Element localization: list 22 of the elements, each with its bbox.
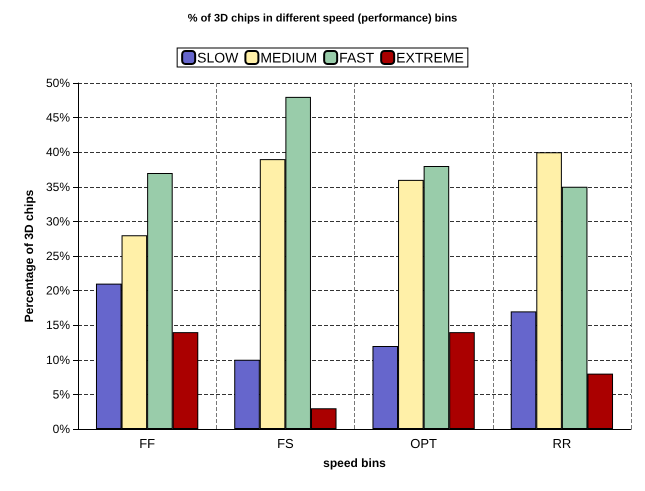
y-tick-label: 30% — [46, 214, 70, 228]
y-tick-label: 35% — [46, 180, 70, 194]
y-tick-label: 20% — [46, 284, 70, 298]
x-tick-label: FS — [277, 436, 294, 451]
x-tick-label: FF — [139, 436, 156, 451]
y-tick-label: 40% — [46, 145, 70, 160]
y-axis-title: Percentage of 3D chips — [22, 189, 36, 322]
y-tick-label: 50% — [46, 76, 70, 90]
legend-label: MEDIUM — [260, 50, 318, 66]
x-tick-label: OPT — [410, 436, 438, 451]
x-axis-title: speed bins — [323, 456, 386, 470]
y-tick-label: 5% — [52, 387, 70, 402]
y-tick-label: 10% — [46, 352, 70, 367]
legend-label: FAST — [339, 50, 375, 66]
legend-label: SLOW — [197, 50, 240, 66]
y-tick-label: 0% — [52, 422, 70, 436]
y-tick-label: 25% — [46, 249, 70, 263]
y-tick-label: 45% — [46, 110, 70, 125]
legend-label: EXTREME — [396, 50, 464, 66]
y-tick-label: 15% — [46, 318, 70, 332]
chart-title: % of 3D chips in different speed (performance) bins — [188, 12, 458, 24]
x-tick-label: RR — [552, 436, 572, 451]
